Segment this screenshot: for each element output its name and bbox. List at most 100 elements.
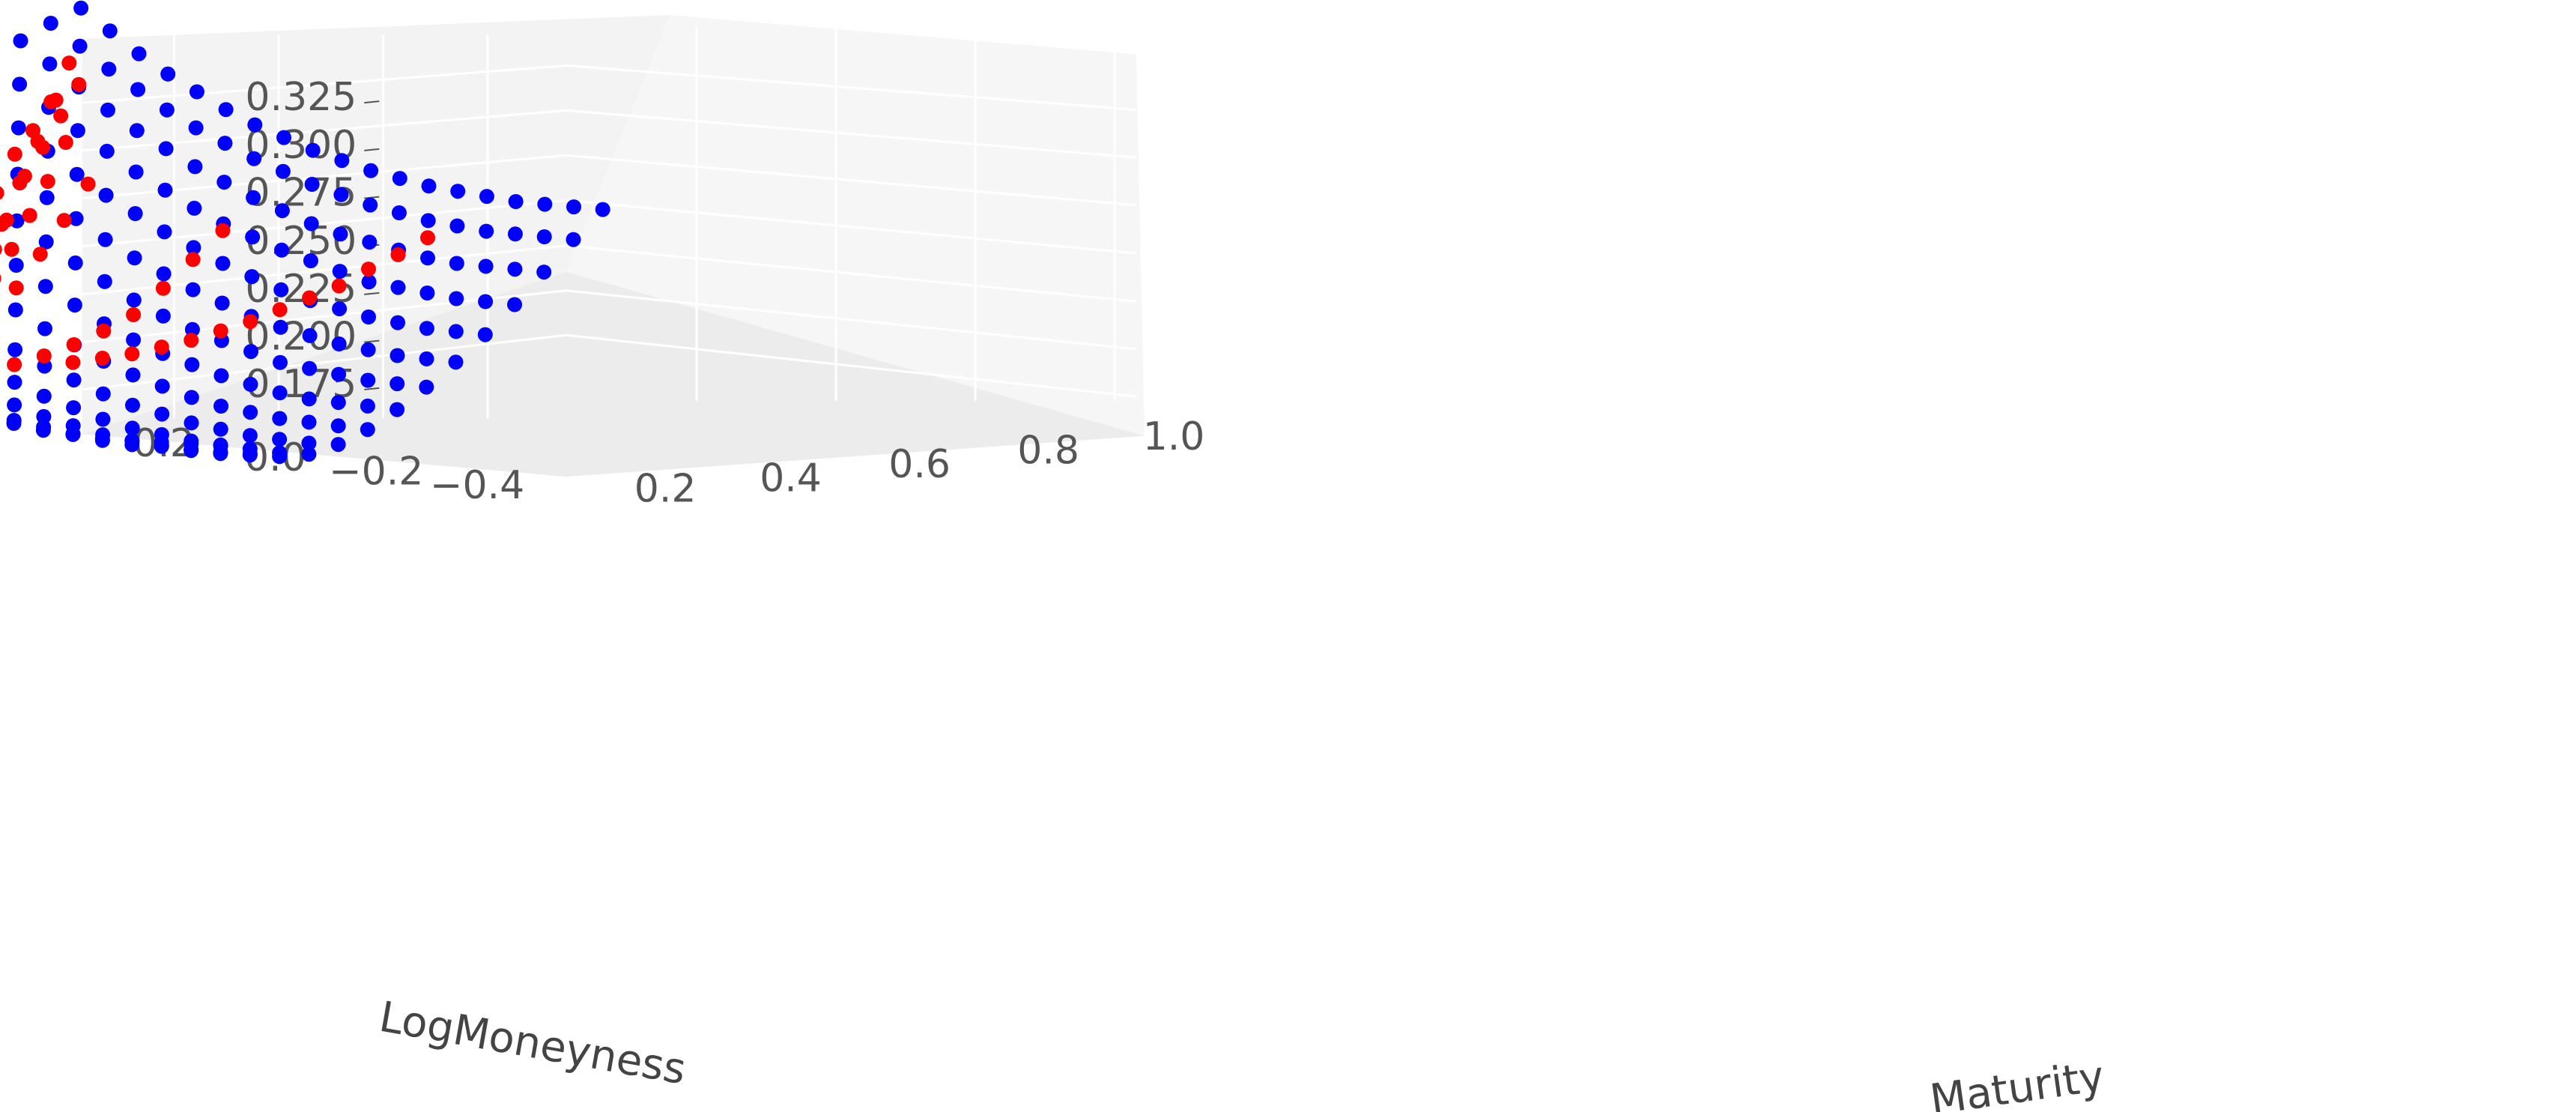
surface-point (478, 259, 494, 274)
market-point (184, 333, 199, 348)
z-tick-mark (364, 291, 380, 295)
surface-point (361, 309, 376, 324)
surface-point (125, 367, 141, 383)
surface-point (124, 433, 140, 448)
surface-point (420, 250, 435, 266)
axes-panes (82, 14, 1145, 477)
surface-point (7, 342, 23, 357)
y-tick-label: 0.6 (888, 442, 951, 487)
surface-point (7, 397, 22, 413)
surface-point (449, 218, 465, 234)
surface-point (37, 321, 52, 336)
z-grid-line (82, 333, 1136, 398)
left-pane (82, 14, 670, 435)
surface-point (302, 327, 318, 343)
market-point (16, 169, 32, 184)
market-point (8, 280, 24, 296)
surface-point (449, 291, 464, 306)
surface-point (100, 102, 115, 118)
surface-point (94, 431, 110, 447)
surface-point (184, 415, 199, 431)
market-point (215, 223, 231, 238)
market-point (80, 176, 96, 192)
surface-point (43, 16, 58, 31)
surface-point (301, 414, 317, 430)
surface-point (536, 265, 552, 280)
surface-point (392, 171, 407, 187)
surface-point (97, 274, 112, 289)
surface-point (331, 366, 347, 382)
surface-point (218, 102, 234, 118)
surface-point (448, 354, 464, 370)
surface-point (247, 117, 263, 133)
surface-point (333, 187, 349, 202)
market-point (154, 339, 169, 355)
market-point (7, 357, 22, 372)
surface-point (157, 182, 173, 198)
market-point (32, 247, 48, 262)
market-point (361, 262, 376, 277)
surface-point (243, 405, 258, 420)
market-point (61, 55, 77, 71)
surface-point (360, 398, 375, 414)
surface-point (246, 151, 262, 166)
surface-point (158, 141, 174, 157)
surface-point (390, 279, 406, 295)
surface-point (67, 297, 82, 313)
market-point (48, 92, 64, 108)
z-tick-mark (364, 387, 380, 390)
surface-point (160, 66, 176, 82)
surface-point (334, 153, 350, 169)
y-tick-label: 0.4 (760, 456, 822, 501)
surface-point (301, 435, 317, 451)
surface-point (215, 256, 231, 271)
surface-point (566, 199, 581, 215)
surface-point (7, 375, 22, 390)
z-tick-mark (364, 148, 380, 151)
surface-point (273, 282, 289, 297)
surface-point (333, 226, 348, 242)
surface-point (332, 264, 348, 279)
market-point (213, 323, 228, 339)
market-point (66, 337, 82, 352)
surface-point (216, 175, 232, 190)
surface-point (507, 297, 522, 312)
z-tick-mark (364, 100, 380, 104)
market-point (36, 348, 52, 363)
surface-point (273, 354, 288, 370)
surface-point (186, 240, 201, 256)
surface-point (537, 196, 553, 212)
surface-point (273, 319, 288, 335)
surface-point (127, 250, 142, 266)
surface-point (184, 436, 199, 452)
right-pane (566, 14, 1145, 436)
surface-point (360, 372, 376, 388)
surface-point (275, 163, 291, 179)
surface-point (13, 33, 28, 49)
surface-point (6, 416, 22, 431)
market-point (126, 307, 142, 322)
market-point (124, 346, 140, 362)
surface-point (274, 242, 289, 258)
surface-point (37, 279, 53, 294)
surface-point (242, 428, 258, 444)
surface-point (129, 123, 145, 139)
surface-point (330, 395, 346, 411)
surface-point (66, 372, 82, 388)
surface-point (7, 302, 23, 318)
surface-point (479, 189, 494, 205)
surface-point (213, 368, 229, 384)
axes-grid (82, 28, 1136, 418)
surface-point (97, 232, 113, 247)
surface-point (154, 435, 169, 450)
surface-point (188, 120, 204, 136)
surface-point (272, 449, 288, 465)
surface-point (419, 321, 434, 336)
market-point (56, 213, 72, 229)
surface-point (420, 213, 436, 229)
market-point (0, 186, 4, 200)
market-point (272, 302, 288, 318)
x-tick-label: −0.2 (329, 449, 423, 494)
surface-point (213, 438, 228, 454)
